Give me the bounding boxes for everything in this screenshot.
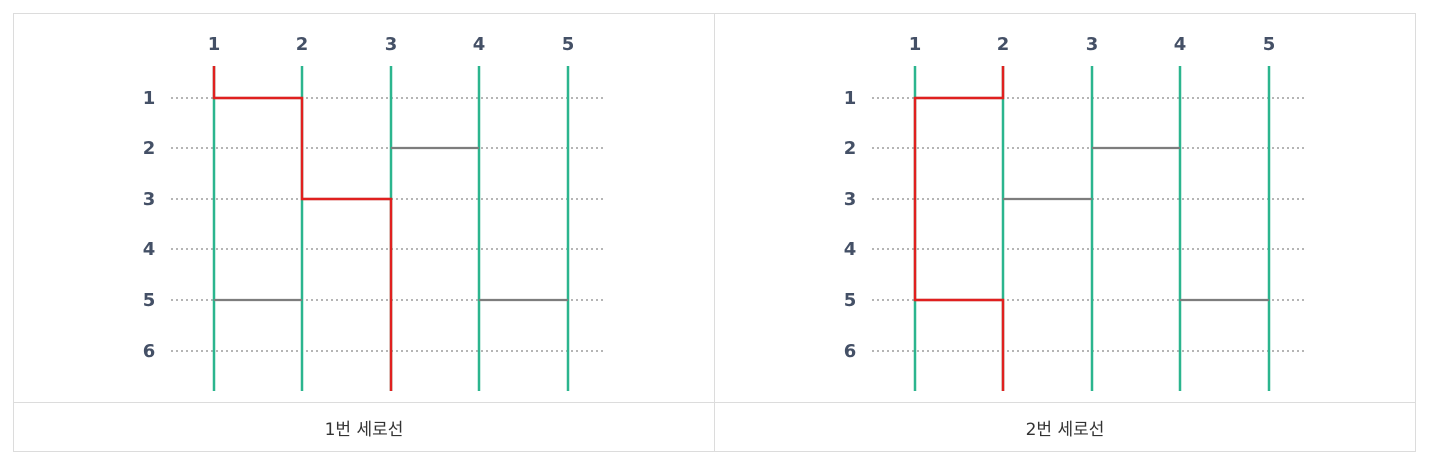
row-label: 2 (844, 138, 857, 159)
column-label: 4 (1174, 34, 1187, 55)
row-label: 1 (143, 88, 156, 109)
ladder-svg-1: 1 2 3 4 5 1 2 3 4 5 6 (143, 34, 603, 391)
row-label: 5 (143, 290, 156, 311)
column-label: 1 (909, 34, 922, 55)
row-label: 5 (844, 290, 857, 311)
row-label: 4 (143, 239, 156, 260)
column-label: 5 (1263, 34, 1276, 55)
row-label: 1 (844, 88, 857, 109)
panel-caption-2: 2번 세로선 (1025, 420, 1105, 440)
column-label: 4 (473, 34, 486, 55)
row-label: 4 (844, 239, 857, 260)
row-label: 2 (143, 138, 156, 159)
column-label: 3 (385, 34, 398, 55)
ladder-diagram-2: 1 2 3 4 5 1 2 3 4 5 6 (715, 14, 1415, 403)
column-label: 2 (997, 34, 1010, 55)
traced-path (212, 66, 393, 391)
ladder-svg-2: 1 2 3 4 5 1 2 3 4 5 6 (844, 34, 1304, 391)
ladder-figure-table: 1 2 3 4 5 1 2 3 4 5 6 1번 세로선 1 2 3 4 5 1 2 3 4 5 6 2번 세로선 (13, 13, 1416, 452)
ladder-diagram-1: 1 2 3 4 5 1 2 3 4 5 6 (14, 14, 714, 403)
column-label: 3 (1086, 34, 1099, 55)
row-label: 6 (143, 341, 156, 362)
panel-vertical-line-1: 1 2 3 4 5 1 2 3 4 5 6 1번 세로선 (14, 14, 714, 451)
column-label: 5 (562, 34, 575, 55)
column-label: 1 (208, 34, 221, 55)
column-label: 2 (296, 34, 309, 55)
row-label: 3 (844, 189, 857, 210)
panel-vertical-line-2: 1 2 3 4 5 1 2 3 4 5 6 2번 세로선 (714, 14, 1415, 451)
traced-path (913, 66, 1005, 391)
panel-caption-1: 1번 세로선 (324, 420, 404, 440)
row-label: 3 (143, 189, 156, 210)
row-label: 6 (844, 341, 857, 362)
